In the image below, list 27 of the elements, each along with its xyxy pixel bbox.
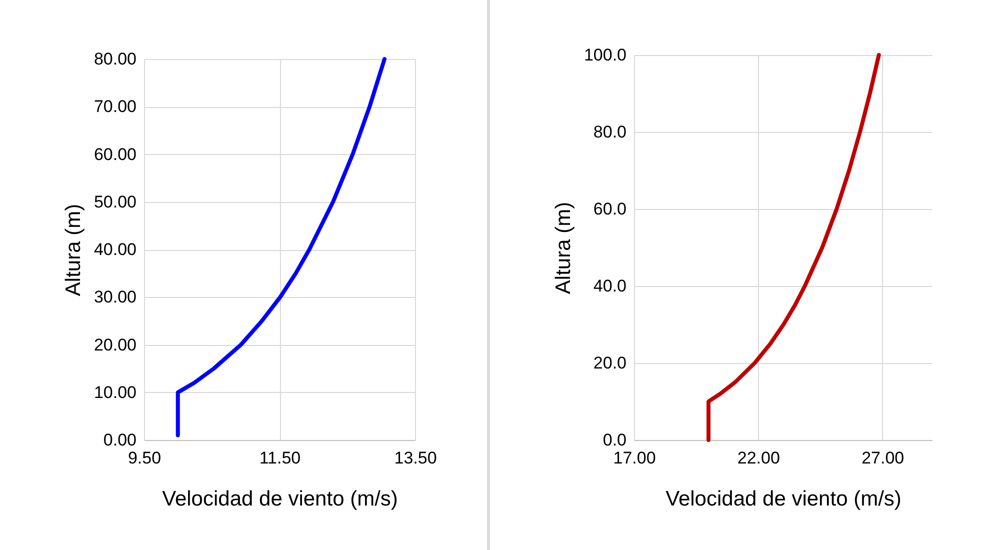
- y-tick-label: 10.00: [94, 382, 136, 402]
- x-tick-label: 22.00: [737, 448, 780, 468]
- line-series: [706, 53, 881, 442]
- y-tick-label: 40.00: [94, 240, 136, 259]
- y-tick-label: 20.00: [94, 335, 136, 354]
- x-tick-label: 11.50: [259, 448, 301, 468]
- x-tick-label: 13.50: [394, 448, 437, 468]
- y-tick-label: 60.0: [593, 200, 626, 218]
- x-axis-title: Velocidad de viento (m/s): [666, 488, 902, 510]
- x-tick-label: 9.50: [128, 448, 162, 468]
- y-tick-label: 80.0: [593, 122, 626, 142]
- y-tick-label: 0.00: [103, 430, 136, 450]
- line-series: [176, 57, 387, 438]
- y-tick-label: 60.00: [94, 144, 136, 164]
- y-tick-label: 100.0: [584, 46, 626, 64]
- y-tick-label: 30.00: [94, 288, 136, 307]
- y-axis-title: Altura (m): [552, 202, 575, 294]
- y-tick-label: 0.0: [602, 430, 626, 450]
- y-axis-title: Altura (m): [62, 204, 85, 296]
- y-tick-label: 70.00: [94, 97, 136, 116]
- y-tick-label: 80.00: [94, 50, 136, 68]
- x-tick-label: 27.00: [862, 448, 904, 468]
- y-tick-label: 40.0: [593, 276, 626, 296]
- y-tick-label: 20.0: [593, 354, 626, 372]
- x-tick-label: 17.00: [613, 448, 656, 468]
- y-tick-label: 50.00: [94, 192, 136, 212]
- x-axis-title: Velocidad de viento (m/s): [162, 488, 398, 510]
